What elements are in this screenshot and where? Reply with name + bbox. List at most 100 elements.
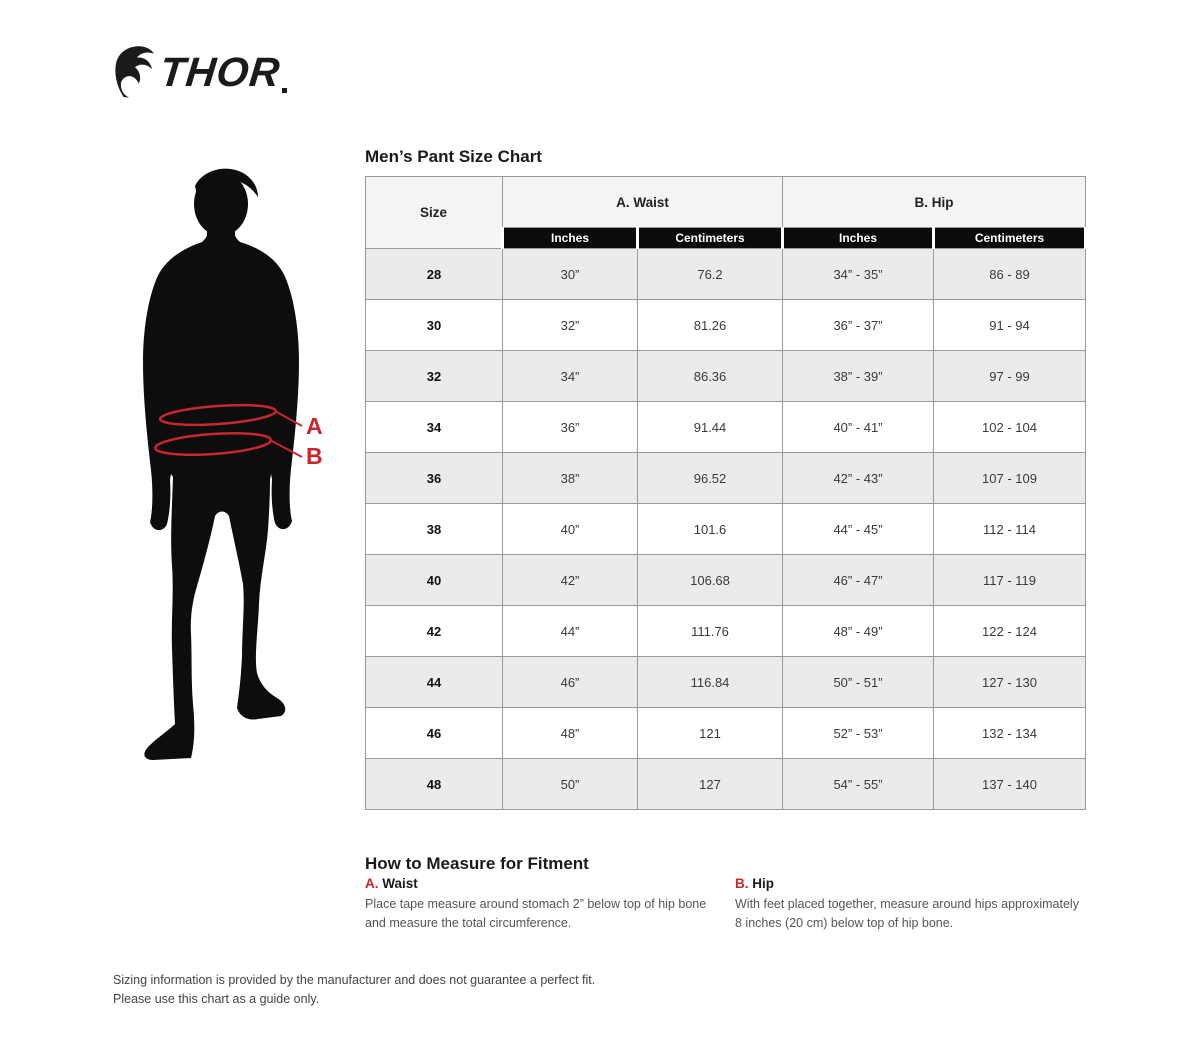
cell-waist-cm: 81.26 xyxy=(636,299,784,351)
cell-waist-inches: 40” xyxy=(502,503,638,555)
male-figure-illustration: A B xyxy=(125,168,335,773)
cell-waist-cm: 111.76 xyxy=(636,605,784,657)
measure-item-waist: A. Waist Place tape measure around stoma… xyxy=(365,876,715,934)
measure-item-heading: A. Waist xyxy=(365,876,715,891)
cell-waist-inches: 46” xyxy=(502,656,638,708)
subheader-waist-centimeters: Centimeters xyxy=(635,227,785,249)
table-row: 36 38” 96.52 42” - 43” 107 - 109 xyxy=(365,452,1087,504)
table-row: 34 36” 91.44 40” - 41” 102 - 104 xyxy=(365,401,1087,453)
cell-size: 36 xyxy=(365,452,503,504)
table-row: 46 48” 121 52” - 53” 132 - 134 xyxy=(365,707,1087,759)
table-row: 42 44” 111.76 48” - 49” 122 - 124 xyxy=(365,605,1087,657)
cell-waist-cm: 96.52 xyxy=(636,452,784,504)
cell-hip-inches: 34” - 35” xyxy=(782,248,935,300)
cell-size: 46 xyxy=(365,707,503,759)
cell-hip-cm: 132 - 134 xyxy=(933,707,1087,759)
cell-hip-inches: 36” - 37” xyxy=(782,299,935,351)
cell-hip-inches: 46” - 47” xyxy=(782,554,935,606)
cell-hip-cm: 86 - 89 xyxy=(933,248,1087,300)
disclaimer-line-2: Please use this chart as a guide only. xyxy=(113,992,320,1007)
cell-hip-inches: 52” - 53” xyxy=(782,707,935,759)
column-header-size: Size xyxy=(365,176,503,249)
cell-hip-cm: 102 - 104 xyxy=(933,401,1087,453)
cell-waist-inches: 36” xyxy=(502,401,638,453)
cell-waist-cm: 116.84 xyxy=(636,656,784,708)
measure-section-title: How to Measure for Fitment xyxy=(365,854,589,874)
cell-waist-inches: 44” xyxy=(502,605,638,657)
logo-registered-mark xyxy=(282,88,288,93)
cell-size: 32 xyxy=(365,350,503,402)
cell-size: 44 xyxy=(365,656,503,708)
cell-hip-inches: 54” - 55” xyxy=(782,758,935,810)
cell-hip-cm: 91 - 94 xyxy=(933,299,1087,351)
cell-hip-inches: 44” - 45” xyxy=(782,503,935,555)
cell-hip-inches: 42” - 43” xyxy=(782,452,935,504)
cell-waist-inches: 42” xyxy=(502,554,638,606)
disclaimer-line-1: Sizing information is provided by the ma… xyxy=(113,973,596,987)
cell-waist-cm: 91.44 xyxy=(636,401,784,453)
cell-hip-cm: 122 - 124 xyxy=(933,605,1087,657)
cell-size: 42 xyxy=(365,605,503,657)
subheader-waist-inches: Inches xyxy=(501,227,639,249)
table-row: 28 30” 76.2 34” - 35” 86 - 89 xyxy=(365,248,1087,300)
cell-waist-cm: 106.68 xyxy=(636,554,784,606)
cell-waist-inches: 30” xyxy=(502,248,638,300)
cell-hip-cm: 117 - 119 xyxy=(933,554,1087,606)
cell-size: 34 xyxy=(365,401,503,453)
measure-instructions: A. Waist Place tape measure around stoma… xyxy=(365,876,1085,934)
measure-description-hip: With feet placed together, measure aroun… xyxy=(735,897,1079,931)
hip-callout-line xyxy=(269,439,303,458)
table-header-row: Size A. Waist B. Hip xyxy=(365,176,1087,249)
measure-key-a: A. xyxy=(365,876,379,891)
size-chart-table: Size A. Waist B. Hip Inches Centimeters … xyxy=(365,176,1088,810)
sizing-disclaimer: Sizing information is provided by the ma… xyxy=(113,971,595,1010)
silhouette-body xyxy=(143,168,299,760)
waist-callout-line xyxy=(274,410,303,427)
waist-label-a: A xyxy=(306,413,323,439)
table-row: 30 32” 81.26 36” - 37” 91 - 94 xyxy=(365,299,1087,351)
subheader-hip-centimeters: Centimeters xyxy=(932,227,1088,249)
measure-item-heading: B. Hip xyxy=(735,876,1085,891)
thor-logo-text: THOR xyxy=(157,48,283,95)
cell-hip-cm: 97 - 99 xyxy=(933,350,1087,402)
cell-waist-inches: 38” xyxy=(502,452,638,504)
cell-hip-inches: 38” - 39” xyxy=(782,350,935,402)
cell-waist-cm: 121 xyxy=(636,707,784,759)
measure-description-waist: Place tape measure around stomach 2” bel… xyxy=(365,897,707,931)
measure-name-waist: Waist xyxy=(382,876,418,891)
cell-hip-cm: 127 - 130 xyxy=(933,656,1087,708)
cell-hip-cm: 107 - 109 xyxy=(933,452,1087,504)
table-row: 38 40” 101.6 44” - 45” 112 - 114 xyxy=(365,503,1087,555)
cell-size: 38 xyxy=(365,503,503,555)
cell-size: 30 xyxy=(365,299,503,351)
table-row: 48 50” 127 54” - 55” 137 - 140 xyxy=(365,758,1087,810)
measurement-overlay: A B xyxy=(153,403,323,469)
measure-key-b: B. xyxy=(735,876,749,891)
measure-name-hip: Hip xyxy=(752,876,775,891)
cell-waist-cm: 76.2 xyxy=(636,248,784,300)
table-subheader-row: Inches Centimeters Inches Centimeters xyxy=(366,227,1088,249)
table-row: 32 34” 86.36 38” - 39” 97 - 99 xyxy=(365,350,1087,402)
cell-size: 48 xyxy=(365,758,503,810)
cell-size: 40 xyxy=(365,554,503,606)
subheader-hip-inches: Inches xyxy=(781,227,936,249)
male-silhouette: A B xyxy=(143,168,323,760)
cell-hip-inches: 40” - 41” xyxy=(782,401,935,453)
cell-hip-inches: 48” - 49” xyxy=(782,605,935,657)
cell-size: 28 xyxy=(365,248,503,300)
cell-waist-cm: 86.36 xyxy=(636,350,784,402)
cell-hip-cm: 112 - 114 xyxy=(933,503,1087,555)
cell-waist-inches: 32” xyxy=(502,299,638,351)
cell-waist-inches: 50” xyxy=(502,758,638,810)
cell-hip-inches: 50” - 51” xyxy=(782,656,935,708)
thor-goat-icon xyxy=(115,46,155,98)
thor-logo: THOR xyxy=(113,45,288,99)
cell-waist-inches: 48” xyxy=(502,707,638,759)
column-header-hip: B. Hip xyxy=(782,176,1087,228)
cell-waist-inches: 34” xyxy=(502,350,638,402)
page-title: Men’s Pant Size Chart xyxy=(365,147,542,167)
measure-item-hip: B. Hip With feet placed together, measur… xyxy=(735,876,1085,934)
cell-hip-cm: 137 - 140 xyxy=(933,758,1087,810)
cell-waist-cm: 101.6 xyxy=(636,503,784,555)
table-row: 44 46” 116.84 50” - 51” 127 - 130 xyxy=(365,656,1087,708)
